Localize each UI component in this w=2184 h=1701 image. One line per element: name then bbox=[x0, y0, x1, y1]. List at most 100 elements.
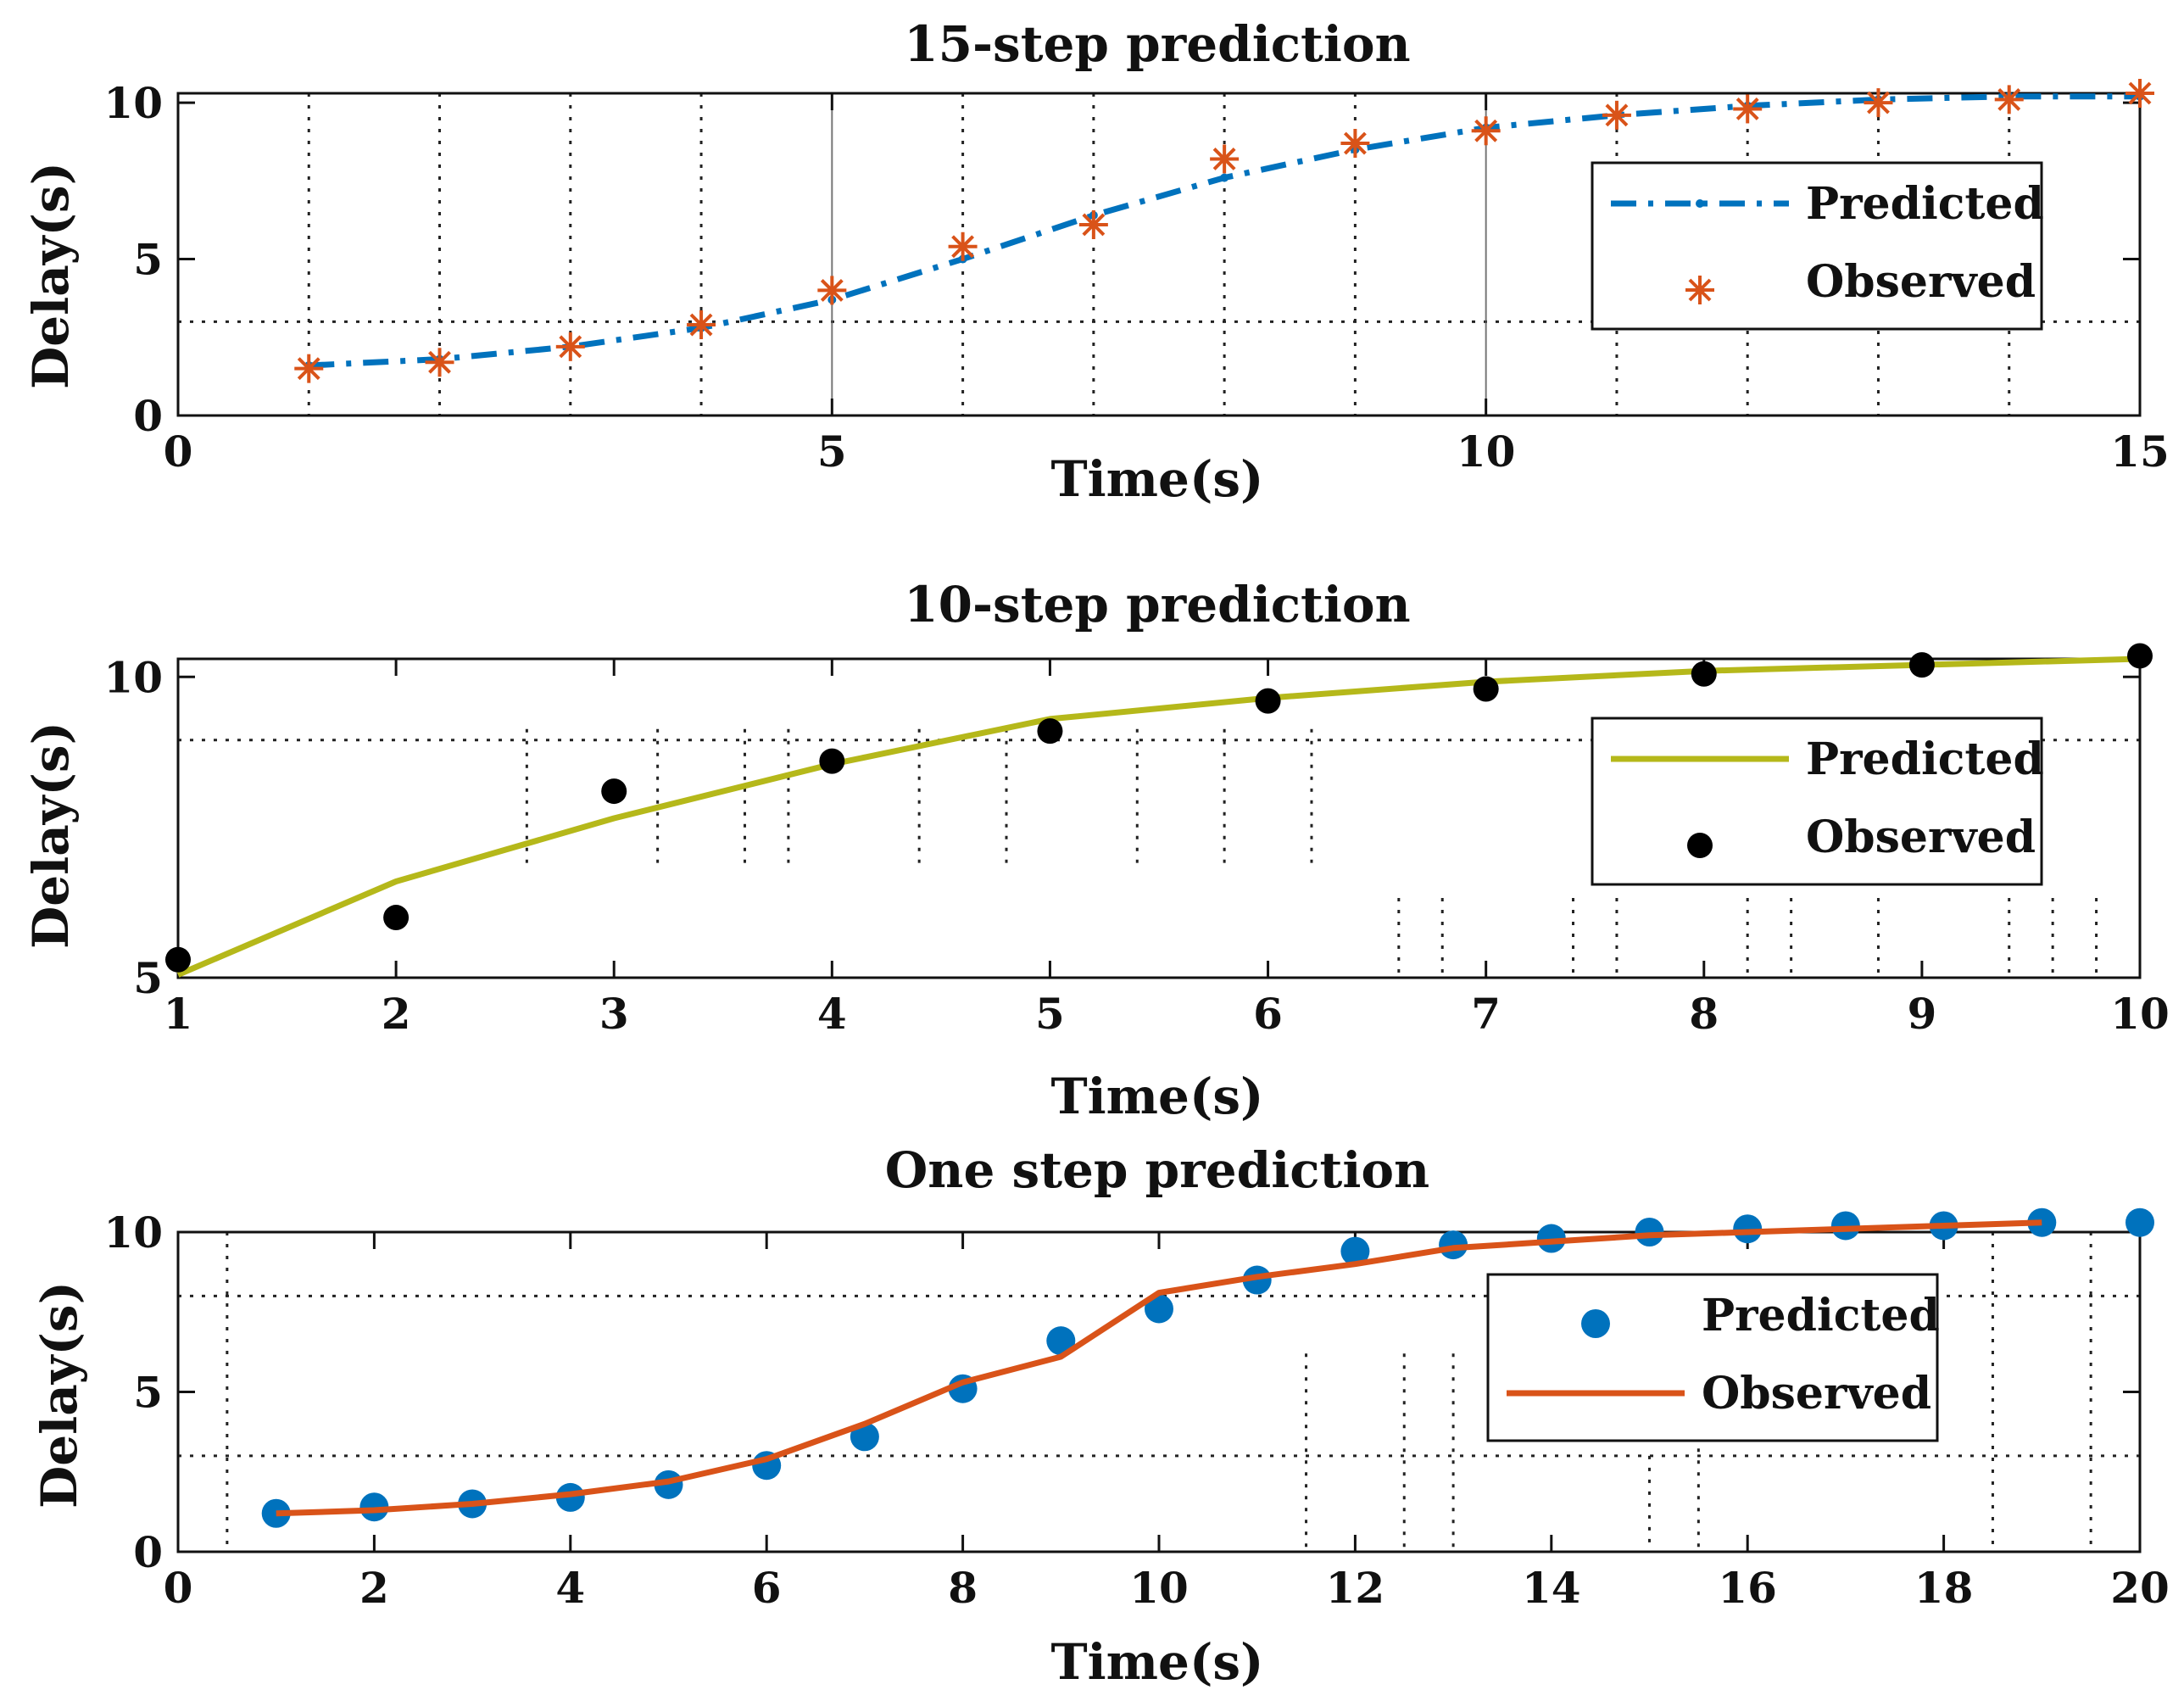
legend-entry-label: Predicted bbox=[1806, 733, 2044, 785]
y-tick-label: 5 bbox=[133, 235, 163, 285]
series-marker-predicted bbox=[1635, 1218, 1664, 1246]
observed-asterisk-marker bbox=[1471, 116, 1501, 146]
legend-swatch-point bbox=[1696, 199, 1704, 208]
panel-10-step-ylabel: Delay(s) bbox=[22, 722, 80, 949]
x-tick-label: 16 bbox=[1718, 1563, 1777, 1613]
x-tick-label: 20 bbox=[2110, 1563, 2170, 1613]
x-tick-label: 14 bbox=[1522, 1563, 1581, 1613]
panel-15-step-title: 15-step prediction bbox=[904, 15, 1410, 73]
x-tick-label: 10 bbox=[1457, 427, 1516, 477]
legend-box bbox=[1486, 1273, 1939, 1442]
legend-swatch-marker bbox=[1687, 833, 1713, 858]
panel-one-step: One step prediction Time(s) Delay(s) 0 2 4… bbox=[31, 1141, 2170, 1691]
x-tick-label: 12 bbox=[1326, 1563, 1385, 1613]
series-marker-observed bbox=[1037, 718, 1063, 745]
panel-10-step: 10-step prediction Time(s) Delay(s) 1 2 3 4… bbox=[22, 576, 2170, 1125]
series-line-predicted bbox=[176, 655, 2141, 978]
series-marker-observed bbox=[1908, 652, 1935, 678]
axes-frame bbox=[176, 92, 2142, 417]
panel-one-step-plot: 0 2 4 6 8 10 12 14 16 18 20 0 5 10 Predicted Observed bbox=[103, 1207, 2169, 1613]
y-tick-label: 0 bbox=[133, 1527, 163, 1577]
x-tick-label: 8 bbox=[948, 1563, 978, 1613]
x-tick-label: 6 bbox=[752, 1563, 782, 1613]
panel-one-step-ylabel: Delay(s) bbox=[31, 1281, 88, 1509]
series-marker-observed bbox=[165, 946, 191, 973]
observed-asterisk-marker bbox=[425, 348, 454, 377]
x-tick-label: 2 bbox=[359, 1563, 389, 1613]
observed-asterisk-marker bbox=[1994, 85, 2024, 114]
series-marker-predicted bbox=[2126, 1207, 2154, 1237]
x-tick-label: 8 bbox=[1689, 989, 1719, 1039]
series-marker-predicted bbox=[1536, 1224, 1566, 1253]
series-marker-observed bbox=[819, 748, 845, 774]
y-tick-label: 10 bbox=[103, 78, 163, 128]
observed-asterisk-marker bbox=[687, 310, 716, 340]
observed-asterisk-marker bbox=[1078, 209, 1108, 239]
series-marker-observed bbox=[1473, 676, 1499, 702]
y-tick-label: 10 bbox=[103, 652, 163, 702]
series-marker-predicted bbox=[1830, 1211, 1860, 1241]
observed-asterisk-marker bbox=[555, 332, 585, 361]
panel-10-step-plot: 1 2 3 4 5 6 7 8 9 10 5 10 Predicted Observed bbox=[103, 643, 2170, 1039]
legend-entry-label: Predicted bbox=[1702, 1290, 1940, 1341]
x-tick-label: 15 bbox=[2110, 427, 2170, 477]
x-tick-label: 6 bbox=[1253, 989, 1283, 1039]
x-tick-label: 9 bbox=[1907, 989, 1936, 1039]
series-marker-predicted bbox=[2027, 1207, 2057, 1237]
series-marker-predicted bbox=[1145, 1294, 1173, 1324]
y-tick-label: 5 bbox=[133, 1368, 163, 1418]
series-marker-predicted bbox=[1046, 1326, 1076, 1356]
x-tick-label: 10 bbox=[1129, 1563, 1189, 1613]
y-tick-label: 5 bbox=[133, 953, 163, 1003]
x-tick-label: 10 bbox=[2110, 989, 2170, 1039]
series-marker-observed bbox=[1691, 661, 1717, 687]
series-line-observed bbox=[276, 1219, 2042, 1517]
x-tick-label: 5 bbox=[1035, 989, 1065, 1039]
x-tick-label: 2 bbox=[382, 989, 411, 1039]
observed-asterisk-marker bbox=[1602, 100, 1631, 130]
observed-asterisk-marker bbox=[817, 276, 847, 305]
x-tick-label: 0 bbox=[164, 1563, 193, 1613]
panel-one-step-title: One step prediction bbox=[885, 1141, 1429, 1199]
series-marker-predicted bbox=[1733, 1214, 1763, 1244]
observed-asterisk-marker bbox=[1685, 276, 1714, 304]
axes-frame bbox=[176, 657, 2142, 979]
observed-asterisk-marker bbox=[948, 231, 978, 261]
x-tick-label: 0 bbox=[164, 427, 193, 477]
series-marker-observed bbox=[383, 905, 410, 931]
x-tick-label: 1 bbox=[164, 989, 193, 1039]
panel-10-step-xlabel: Time(s) bbox=[1050, 1068, 1263, 1125]
observed-asterisk-marker bbox=[1733, 94, 1763, 124]
x-tick-label: 18 bbox=[1914, 1563, 1974, 1613]
series-marker-predicted bbox=[1242, 1265, 1272, 1295]
legend-box bbox=[1591, 161, 2043, 331]
panel-15-step-ylabel: Delay(s) bbox=[22, 162, 80, 389]
legend-entry-label: Predicted bbox=[1806, 178, 2044, 230]
legend-entry-label: Observed bbox=[1806, 811, 2036, 863]
y-tick-label: 0 bbox=[133, 391, 163, 441]
observed-asterisk-marker bbox=[1210, 144, 1240, 174]
panel-one-step-xlabel: Time(s) bbox=[1050, 1633, 1263, 1691]
series-marker-predicted bbox=[1340, 1236, 1370, 1266]
legend-entry-label: Observed bbox=[1702, 1368, 1931, 1419]
series-marker-observed bbox=[2127, 643, 2153, 669]
x-tick-label: 3 bbox=[599, 989, 629, 1039]
x-tick-label: 7 bbox=[1471, 989, 1501, 1039]
observed-asterisk-marker bbox=[1864, 88, 1893, 118]
panel-15-step-xlabel: Time(s) bbox=[1050, 450, 1263, 508]
legend-entry-label: Observed bbox=[1806, 256, 2036, 308]
series-point-predicted bbox=[1220, 173, 1229, 182]
series-marker-predicted bbox=[359, 1492, 389, 1522]
series-marker-observed bbox=[601, 778, 627, 805]
x-tick-label: 4 bbox=[817, 989, 847, 1039]
panel-15-step-plot: 0 5 10 15 0 5 10 Predicted Observed bbox=[103, 78, 2169, 477]
legend-box bbox=[1591, 717, 2043, 886]
x-tick-label: 4 bbox=[555, 1563, 585, 1613]
y-tick-label: 10 bbox=[103, 1207, 163, 1258]
observed-asterisk-marker bbox=[1340, 129, 1370, 159]
observed-asterisk-marker bbox=[294, 354, 324, 383]
series-marker-observed bbox=[1255, 688, 1281, 714]
x-tick-label: 5 bbox=[817, 427, 847, 477]
legend-swatch-marker bbox=[1581, 1309, 1610, 1338]
